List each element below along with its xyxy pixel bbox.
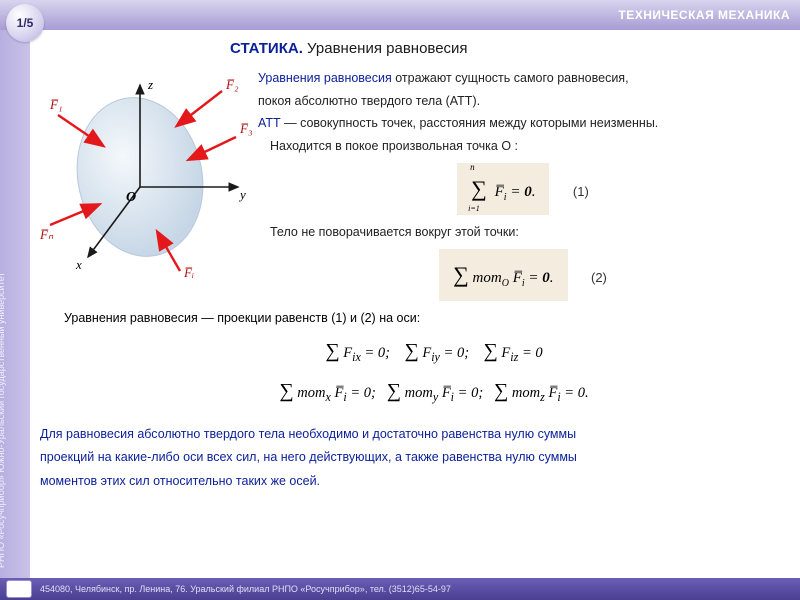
force-label-fi: F̅ᵢ xyxy=(183,265,194,280)
term-att: АТТ xyxy=(258,116,281,130)
force-f3 xyxy=(190,137,236,159)
origin-label: O xyxy=(126,190,136,205)
equation-2-row: ∑ momO F̅i = 0. (2) xyxy=(258,249,788,301)
force-f2 xyxy=(178,91,222,125)
line2: покоя абсолютно твердого тела (АТТ). xyxy=(258,90,788,113)
header-subject: ТЕХНИЧЕСКАЯ МЕХАНИКА xyxy=(618,8,790,22)
title-main: СТАТИКА. xyxy=(230,40,303,57)
title-sub: Уравнения равновесия xyxy=(307,40,468,57)
line6: Уравнения равновесия — проекции равенств… xyxy=(40,311,788,325)
axis-label-y: y xyxy=(238,187,246,202)
force-label-fn: F̅ₙ xyxy=(39,227,54,242)
text-column: Уравнения равновесия отражают сущность с… xyxy=(250,67,788,307)
left-rail: РНПО «Росучприбор» Южно-Уральский госуда… xyxy=(0,30,30,578)
line1b: отражают сущность самого равновесия, xyxy=(392,71,629,85)
page-indicator: 1/5 xyxy=(17,16,34,30)
concl-line3: моментов этих сил относительно таких же … xyxy=(40,470,788,494)
conclusion-block: Для равновесия абсолютно твердого тела н… xyxy=(40,423,788,494)
term-1: Уравнения равновесия xyxy=(258,71,392,85)
footer-text: 454080, Челябинск, пр. Ленина, 76. Ураль… xyxy=(40,584,451,594)
left-rail-caption: РНПО «Росучприбор» Южно-Уральский госуда… xyxy=(0,272,6,568)
footer-logo-icon xyxy=(6,580,32,598)
equation-1-row: ∑ n i=1 F̅i = 0. (1) xyxy=(258,163,788,215)
slide-content: СТАТИКА. Уравнения равновесия xyxy=(36,36,792,572)
force-diagram: z y x O F̅₁ F̅₂ F̅₃ xyxy=(40,67,250,277)
equation-2: ∑ momO F̅i = 0. xyxy=(439,249,567,301)
header-bar: ТЕХНИЧЕСКАЯ МЕХАНИКА xyxy=(0,0,800,30)
concl-line2: проекций на какие-либо оси всех сил, на … xyxy=(40,446,788,470)
axis-label-x: x xyxy=(75,257,82,272)
projection-equations: ∑ Fix = 0; ∑ Fiy = 0; ∑ Fiz = 0 ∑ momx F… xyxy=(80,331,788,411)
equation-1-number: (1) xyxy=(573,184,589,199)
equation-1: ∑ n i=1 F̅i = 0. xyxy=(457,163,549,215)
line4: Находится в покое произвольная точка O : xyxy=(258,135,788,158)
force-label-f3: F̅₃ xyxy=(239,121,252,136)
axis-label-z: z xyxy=(147,77,153,92)
footer-bar: 454080, Челябинск, пр. Ленина, 76. Ураль… xyxy=(0,578,800,600)
equation-2-number: (2) xyxy=(591,270,607,285)
line3b: — совокупность точек, расстояния между к… xyxy=(281,116,659,130)
line5: Тело не поворачивается вокруг этой точки… xyxy=(258,221,788,244)
page-title: СТАТИКА. Уравнения равновесия xyxy=(230,40,788,57)
force-label-f2: F̅₂ xyxy=(225,77,239,92)
page-indicator-badge: 1/5 xyxy=(6,4,44,42)
concl-line1: Для равновесия абсолютно твердого тела н… xyxy=(40,423,788,447)
force-label-f1: F̅₁ xyxy=(49,97,62,112)
